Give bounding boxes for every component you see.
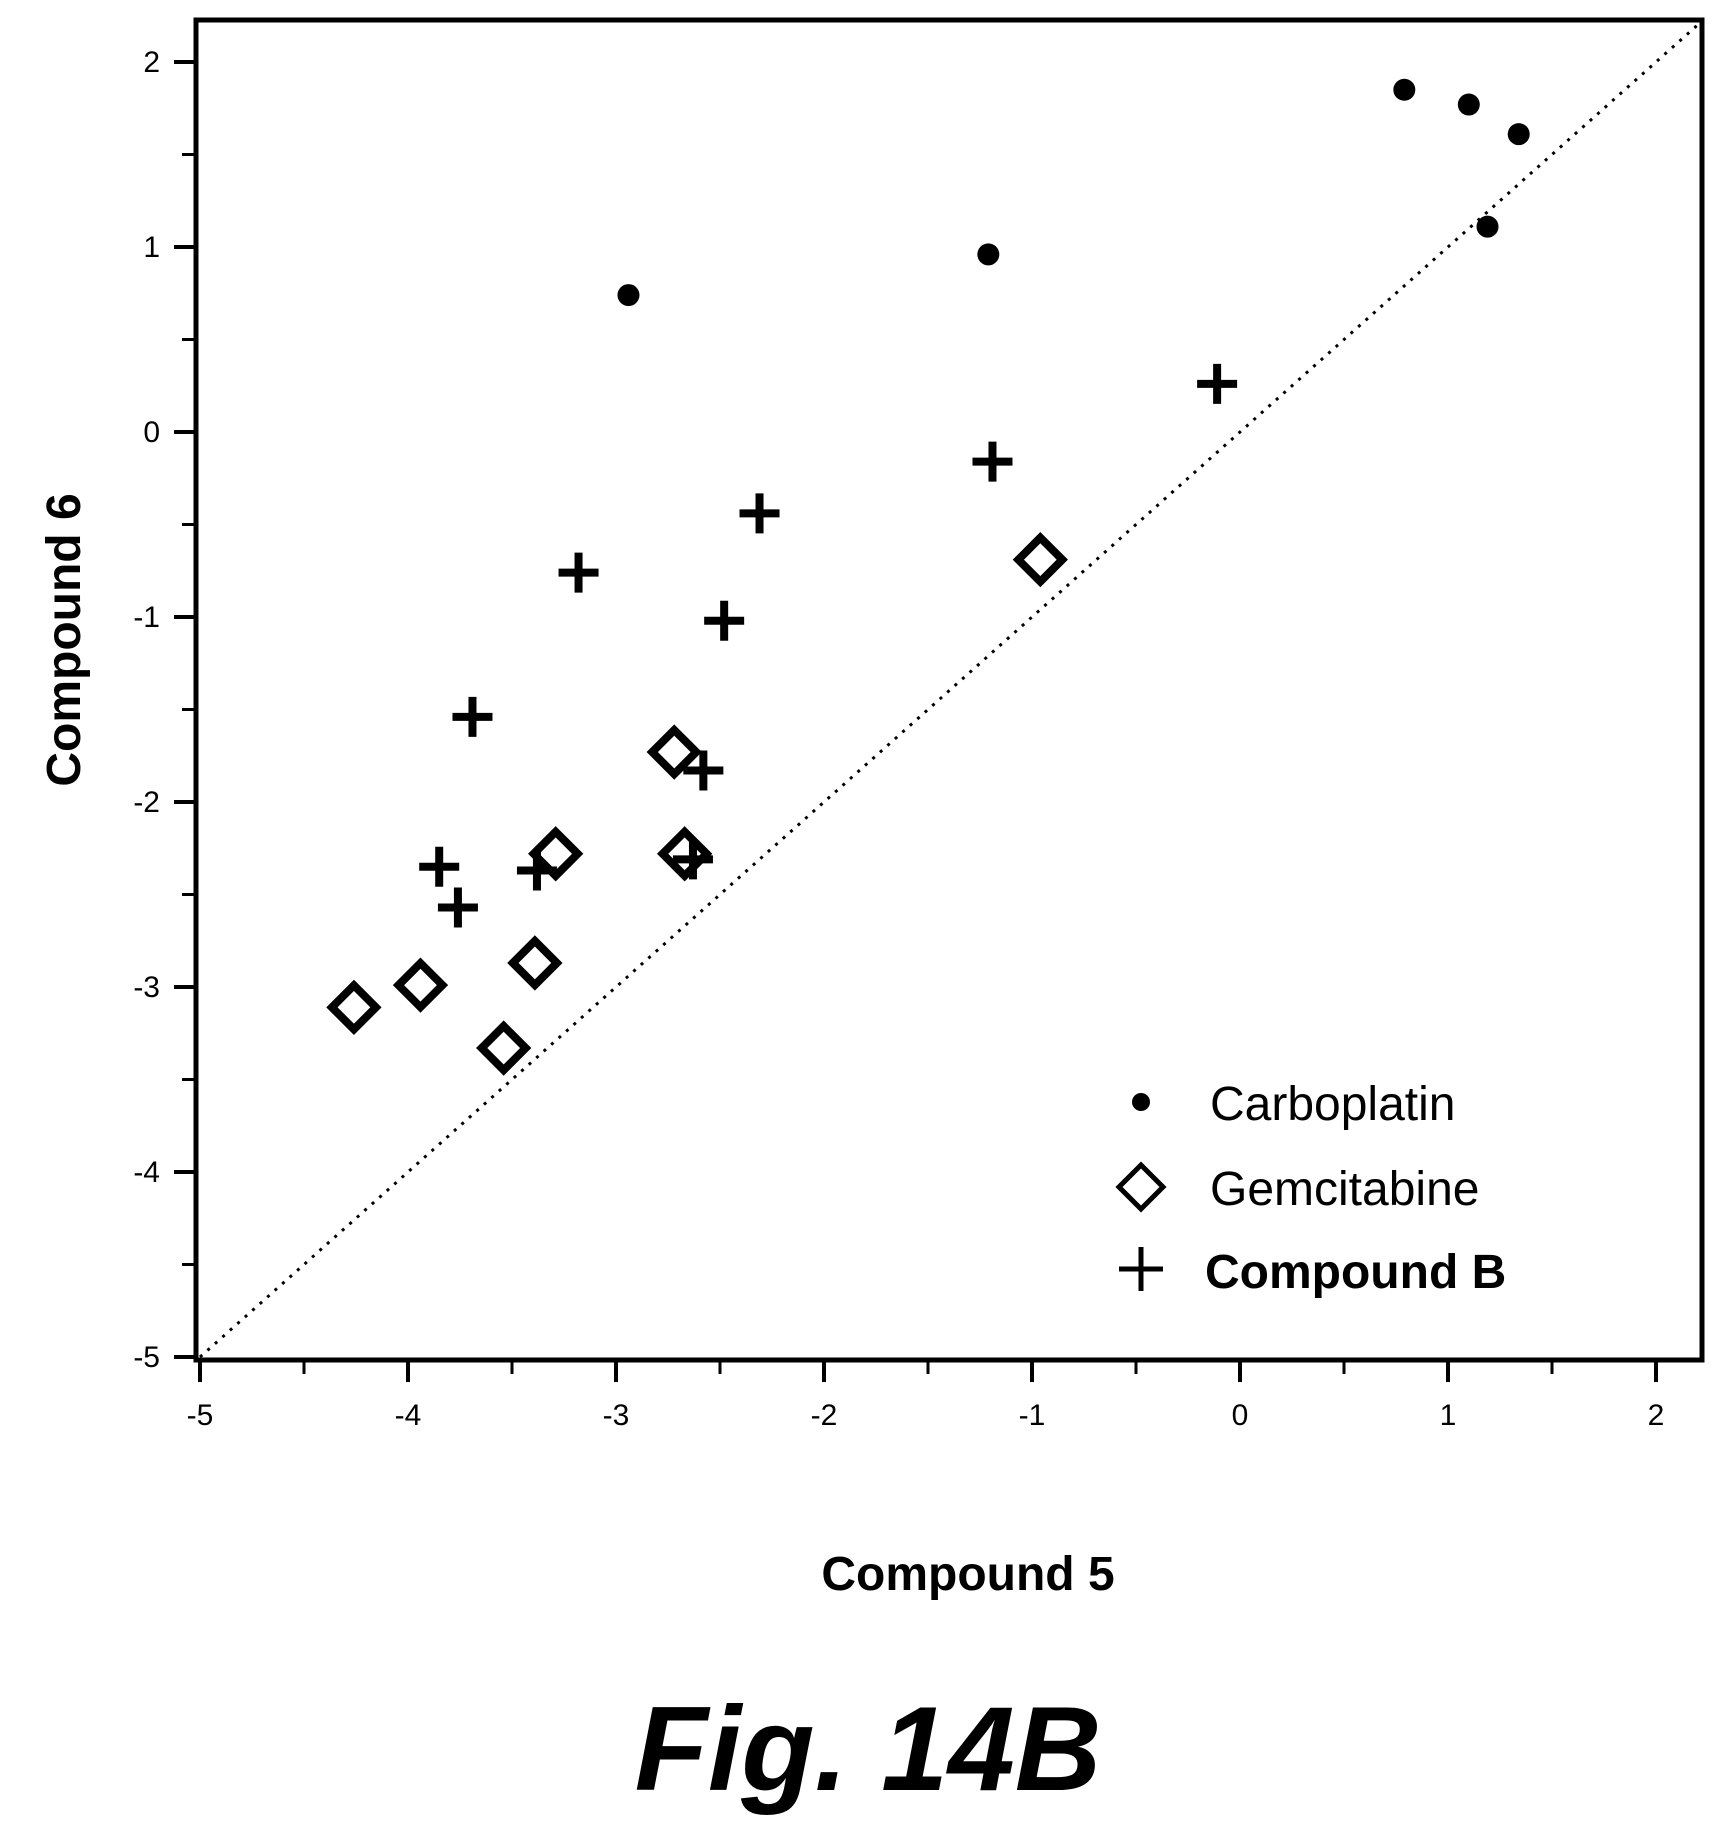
point-compound-b: [558, 552, 599, 593]
point-gemcitabine: [1012, 531, 1068, 588]
point-compound-b: [672, 839, 713, 880]
x-tick-label: -3: [603, 1399, 630, 1432]
point-compound-b: [452, 696, 493, 737]
point-carboplatin: [1457, 93, 1480, 116]
point-compound-b: [683, 750, 724, 791]
legend-marker-gemcitabine: [1115, 1161, 1167, 1213]
point-compound-b: [1197, 363, 1238, 404]
point-gemcitabine: [528, 826, 584, 882]
y-axis: -5 -4 -3 -2 -1 0 1 2: [133, 46, 196, 1374]
y-tick-label: 2: [143, 46, 160, 79]
point-gemcitabine: [656, 826, 713, 882]
point-gemcitabine: [326, 979, 382, 1036]
x-axis-title: Compound 5: [821, 1548, 1114, 1601]
x-tick-label: 2: [1648, 1399, 1665, 1432]
legend-marker-compound-b: [1119, 1247, 1163, 1291]
y-axis-title: Compound 6: [38, 493, 91, 786]
x-tick-label: -1: [1019, 1399, 1046, 1432]
plot-frame: [193, 17, 1705, 1363]
legend-label-carboplatin: Carboplatin: [1210, 1078, 1455, 1131]
point-carboplatin: [617, 284, 640, 307]
x-tick-label: -4: [395, 1399, 422, 1432]
point-compound-b: [437, 887, 478, 928]
point-compound-b: [739, 493, 780, 534]
point-carboplatin: [1476, 215, 1499, 238]
x-axis: -5 -4 -3 -2 -1 0 1 2: [187, 1360, 1665, 1432]
point-compound-b: [419, 846, 460, 887]
point-gemcitabine: [507, 935, 563, 991]
legend-label-gemcitabine: Gemcitabine: [1210, 1163, 1479, 1216]
x-tick-label: -2: [811, 1399, 838, 1432]
point-compound-b: [972, 441, 1013, 482]
x-tick-label: -5: [187, 1399, 214, 1432]
y-tick-label: 1: [143, 231, 160, 264]
legend-label-compound-b: Compound B: [1205, 1246, 1506, 1299]
point-carboplatin: [977, 243, 1000, 266]
y-tick-label: -1: [133, 601, 160, 634]
scatter-points: [326, 78, 1530, 1076]
point-carboplatin: [1393, 78, 1416, 101]
point-compound-b: [704, 600, 745, 641]
y-tick-label: -2: [133, 786, 160, 819]
x-tick-label: 1: [1440, 1399, 1457, 1432]
legend: Carboplatin Gemcitabine Compound B: [1115, 1078, 1506, 1299]
y-tick-label: -5: [133, 1341, 160, 1374]
point-gemcitabine: [476, 1020, 532, 1076]
y-tick-label: -3: [133, 971, 160, 1004]
legend-marker-carboplatin: [1132, 1093, 1150, 1111]
point-carboplatin: [1507, 123, 1530, 146]
y-tick-label: -4: [133, 1156, 160, 1189]
point-gemcitabine: [646, 724, 702, 780]
figure-caption: Fig. 14B: [635, 1682, 1102, 1816]
y-tick-label: 0: [143, 416, 160, 449]
reference-line-path: [199, 23, 1699, 1359]
point-gemcitabine: [392, 957, 449, 1013]
x-tick-label: 0: [1232, 1399, 1249, 1432]
point-compound-b: [516, 850, 557, 891]
reference-diagonal-line: [199, 23, 1699, 1359]
